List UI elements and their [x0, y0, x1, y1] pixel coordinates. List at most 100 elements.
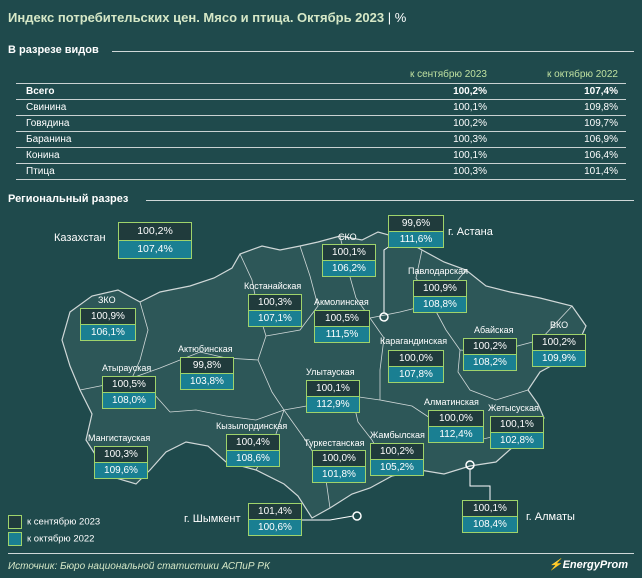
region-label-aktobe: Актюбинская	[178, 344, 233, 354]
types-section-divider	[112, 51, 634, 52]
table-row: Птица 100,3% 101,4%	[16, 163, 626, 180]
region-oct: 103,8%	[180, 374, 234, 390]
region-label-almaty-region: Алматинская	[424, 397, 479, 407]
region-label-almaty-city: г. Алматы	[526, 511, 575, 523]
region-sep: 100,9%	[80, 308, 136, 325]
region-sep: 100,5%	[314, 310, 370, 327]
region-box-turkestan: 100,0% 101,8%	[312, 450, 366, 483]
region-oct: 102,8%	[490, 433, 544, 449]
region-sep: 100,0%	[428, 410, 484, 427]
region-oct: 112,4%	[428, 427, 484, 443]
region-sep: 100,1%	[490, 416, 544, 433]
bolt-icon: ⚡	[548, 559, 563, 571]
region-box-almaty-city: 100,1% 108,4%	[462, 500, 518, 533]
row-sep: 100,3%	[354, 163, 495, 180]
legend-label-sep: к сентябрю 2023	[27, 516, 101, 528]
region-sep: 100,0%	[312, 450, 366, 467]
table-row: Баранина 100,3% 106,9%	[16, 131, 626, 148]
region-label-sko: СКО	[338, 232, 357, 242]
row-oct: 106,9%	[494, 131, 626, 148]
row-oct: 109,7%	[494, 115, 626, 132]
region-label-atyrau: Атырауская	[102, 363, 152, 373]
row-oct: 106,4%	[494, 147, 626, 164]
region-label-abai: Абайская	[474, 325, 514, 335]
row-sep: 100,2%	[354, 83, 495, 100]
region-oct: 109,9%	[532, 351, 586, 367]
row-name: Всего	[16, 83, 354, 100]
region-oct: 107,1%	[248, 311, 302, 327]
region-sep: 100,2%	[370, 443, 424, 460]
region-label-kostanay: Костанайская	[244, 281, 302, 291]
region-label-pavlodar: Павлодарская	[408, 266, 468, 276]
region-box-sko: 100,1% 106,2%	[322, 244, 376, 277]
region-oct: 108,0%	[102, 393, 156, 409]
region-oct: 106,2%	[322, 261, 376, 277]
regional-section-title: Региональный разрез	[8, 193, 129, 205]
row-sep: 100,1%	[354, 99, 495, 116]
kazakhstan-oct: 107,4%	[118, 241, 192, 259]
region-sep: 100,9%	[413, 280, 467, 297]
title-text: Индекс потребительских цен. Мясо и птица…	[8, 10, 385, 25]
region-box-aktobe: 99,8% 103,8%	[180, 357, 234, 390]
brand-logo: ⚡EnergyProm	[549, 558, 628, 571]
legend-item-sep: к сентябрю 2023	[8, 515, 100, 529]
region-sep: 100,1%	[462, 500, 518, 517]
shymkent-marker	[352, 511, 362, 521]
row-name: Свинина	[16, 99, 354, 116]
region-box-pavlodar: 100,9% 108,8%	[413, 280, 467, 313]
region-sep: 99,8%	[180, 357, 234, 374]
region-box-abai: 100,2% 108,2%	[463, 338, 517, 371]
region-oct: 111,5%	[314, 327, 370, 343]
row-name: Птица	[16, 163, 354, 180]
table-row: Конина 100,1% 106,4%	[16, 147, 626, 164]
kazakhstan-label: Казахстан	[54, 232, 106, 244]
region-box-shymkent: 101,4% 100,6%	[248, 503, 302, 536]
region-oct: 109,6%	[94, 463, 148, 479]
region-label-turkestan: Туркестанская	[304, 438, 365, 448]
row-name: Говядина	[16, 115, 354, 132]
region-sep: 100,1%	[322, 244, 376, 261]
legend-label-oct: к октябрю 2022	[27, 533, 95, 545]
region-box-zko: 100,9% 106,1%	[80, 308, 136, 341]
region-box-almaty-region: 100,0% 112,4%	[428, 410, 484, 443]
region-box-ulytau: 100,1% 112,9%	[306, 380, 360, 413]
kazakhstan-sep: 100,2%	[118, 222, 192, 241]
region-box-astana: 99,6% 111,6%	[388, 215, 444, 248]
region-sep: 100,2%	[463, 338, 517, 355]
region-sep: 100,3%	[248, 294, 302, 311]
table-row: Всего 100,2% 107,4%	[16, 83, 626, 100]
row-sep: 100,1%	[354, 147, 495, 164]
region-box-kostanay: 100,3% 107,1%	[248, 294, 302, 327]
region-oct: 100,6%	[248, 520, 302, 536]
kazakhstan-value-box: 100,2% 107,4%	[118, 222, 192, 259]
legend-item-oct: к октябрю 2022	[8, 532, 94, 546]
types-table: к сентябрю 2023 к октябрю 2022 Всего 100,…	[16, 66, 626, 180]
region-oct: 108,4%	[462, 517, 518, 533]
region-sep: 100,2%	[532, 334, 586, 351]
region-oct: 111,6%	[388, 232, 444, 248]
region-oct: 108,8%	[413, 297, 467, 313]
region-box-karaganda: 100,0% 107,8%	[388, 350, 444, 383]
col-sep-header: к сентябрю 2023	[354, 66, 495, 84]
region-box-kyzylorda: 100,4% 108,6%	[226, 434, 280, 467]
region-sep: 100,5%	[102, 376, 156, 393]
region-label-ulytau: Улытауская	[306, 367, 355, 377]
types-section-title: В разрезе видов	[8, 44, 99, 56]
region-box-zhambyl: 100,2% 105,2%	[370, 443, 424, 476]
col-oct-header: к октябрю 2022	[494, 66, 626, 84]
region-label-shymkent: г. Шымкент	[184, 513, 241, 525]
region-box-vko: 100,2% 109,9%	[532, 334, 586, 367]
region-box-atyrau: 100,5% 108,0%	[102, 376, 156, 409]
region-box-zhetysu: 100,1% 102,8%	[490, 416, 544, 449]
region-oct: 105,2%	[370, 460, 424, 476]
region-label-zhetysu: Жетысуская	[488, 403, 539, 413]
region-oct: 106,1%	[80, 325, 136, 341]
region-label-mangystau: Мангистауская	[88, 433, 151, 443]
source-note: Источник: Бюро национальной статистики А…	[8, 561, 270, 572]
footer-divider	[8, 553, 634, 554]
brand-text: EnergyProm	[562, 559, 628, 571]
region-sep: 100,1%	[306, 380, 360, 397]
region-label-kyzylorda: Кызылординская	[216, 421, 288, 431]
region-sep: 100,3%	[94, 446, 148, 463]
